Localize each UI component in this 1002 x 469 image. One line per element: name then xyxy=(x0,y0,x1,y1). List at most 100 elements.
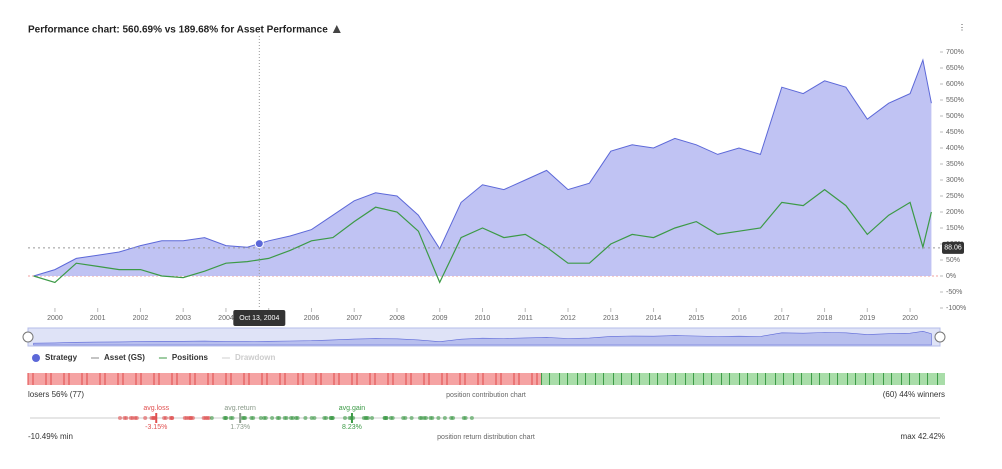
position-dot xyxy=(222,416,227,420)
contribution-bar xyxy=(541,373,945,385)
last-value-box xyxy=(942,241,964,254)
y-tick-label: 300% xyxy=(946,177,964,184)
position-dot xyxy=(328,416,333,420)
position-dot xyxy=(209,416,214,420)
position-dot xyxy=(469,416,474,420)
y-tick-label: -50% xyxy=(946,289,962,296)
position-dot xyxy=(128,416,133,420)
x-tick-label: 2020 xyxy=(902,315,918,322)
y-tick-label: 550% xyxy=(946,97,964,104)
position-dot xyxy=(364,416,369,420)
warning-icon[interactable] xyxy=(332,25,341,33)
strategy-line xyxy=(33,58,932,277)
x-tick-label: 2000 xyxy=(47,315,63,322)
position-dot xyxy=(162,416,167,420)
position-dot xyxy=(294,416,298,420)
x-tick-label: 2004 xyxy=(218,315,234,322)
contribution-title: position contribution chart xyxy=(446,392,526,399)
position-dot xyxy=(249,416,254,420)
position-dot xyxy=(409,416,414,420)
position-dot xyxy=(422,416,427,420)
y-tick-label: 50% xyxy=(946,257,960,264)
x-tick-label: 2008 xyxy=(389,315,405,322)
position-dot xyxy=(322,416,327,420)
position-dot xyxy=(228,416,233,420)
x-tick-label: 2015 xyxy=(688,315,704,322)
y-tick-label: 650% xyxy=(946,65,964,72)
x-tick-label: 2014 xyxy=(646,315,662,322)
position-dot xyxy=(151,416,156,420)
last-value-label: 88.06 xyxy=(944,245,962,252)
x-tick-label: 2007 xyxy=(346,315,362,322)
x-tick-label: 2001 xyxy=(90,315,106,322)
position-dot xyxy=(122,416,127,420)
avg-name: avg.loss xyxy=(143,405,169,412)
max-label: max 42.42% xyxy=(901,432,945,441)
menu-icon[interactable]: ⋮ xyxy=(958,23,966,32)
x-tick-label: 2012 xyxy=(560,315,576,322)
navigator-area xyxy=(33,330,932,346)
legend-label[interactable]: Drawdown xyxy=(235,353,276,362)
crosshair-label: Oct 13, 2004 xyxy=(239,315,279,322)
avg-name: avg.return xyxy=(224,405,256,412)
contribution-label: losers 56% (77) xyxy=(28,390,84,399)
y-tick-label: 600% xyxy=(946,81,964,88)
y-tick-label: 350% xyxy=(946,161,964,168)
position-dot xyxy=(401,416,406,420)
crosshair-dot xyxy=(254,239,264,249)
position-dot xyxy=(370,416,374,420)
x-tick-label: 2009 xyxy=(432,315,448,322)
position-dot xyxy=(168,416,173,420)
y-tick-label: 450% xyxy=(946,129,964,136)
avg-value: 8.23% xyxy=(342,424,362,431)
position-dot xyxy=(201,416,206,420)
legend-label[interactable]: Positions xyxy=(172,353,209,362)
asset-line xyxy=(33,188,932,284)
navigator-handle[interactable] xyxy=(934,331,946,343)
position-dot xyxy=(382,416,387,420)
avg-name: avg.gain xyxy=(339,405,366,412)
position-dot xyxy=(428,416,433,420)
legend-label[interactable]: Strategy xyxy=(45,353,78,362)
position-dot xyxy=(143,416,148,420)
position-dot xyxy=(436,416,441,420)
position-dot xyxy=(205,416,210,420)
position-dot xyxy=(442,416,447,420)
x-tick-label: 2010 xyxy=(475,315,491,322)
strategy-area xyxy=(33,60,932,276)
x-tick-label: 2002 xyxy=(133,315,149,322)
y-tick-label: 500% xyxy=(946,113,964,120)
y-tick-label: 250% xyxy=(946,193,964,200)
position-dot xyxy=(262,416,266,420)
min-label: -10.49% min xyxy=(28,432,73,441)
y-tick-label: 700% xyxy=(946,49,964,56)
x-tick-label: 2003 xyxy=(175,315,191,322)
y-tick-label: 400% xyxy=(946,145,964,152)
x-tick-label: 2006 xyxy=(304,315,320,322)
y-tick-label: -100% xyxy=(946,305,966,312)
position-dot xyxy=(186,416,191,420)
position-dot xyxy=(118,416,122,420)
x-tick-label: 2019 xyxy=(860,315,876,322)
navigator-handle[interactable] xyxy=(22,331,34,343)
position-dot xyxy=(270,416,275,420)
position-dot xyxy=(289,416,293,420)
position-dot xyxy=(309,416,314,420)
y-tick-label: 0% xyxy=(946,273,956,280)
position-dot xyxy=(258,416,263,420)
x-tick-label: 2016 xyxy=(731,315,747,322)
y-tick-label: 200% xyxy=(946,209,964,216)
legend-label[interactable]: Asset (GS) xyxy=(104,353,145,362)
legend-swatch[interactable] xyxy=(32,354,40,362)
position-dot xyxy=(182,416,187,420)
position-dot xyxy=(388,416,393,420)
x-tick-label: 2011 xyxy=(518,315,533,322)
x-tick-label: 2017 xyxy=(774,315,790,322)
x-tick-label: 2013 xyxy=(603,315,619,322)
position-dot xyxy=(449,416,454,420)
position-dot xyxy=(240,416,245,420)
avg-value: 1.73% xyxy=(230,424,250,431)
position-dot xyxy=(418,416,422,420)
crosshair-box xyxy=(233,310,286,326)
